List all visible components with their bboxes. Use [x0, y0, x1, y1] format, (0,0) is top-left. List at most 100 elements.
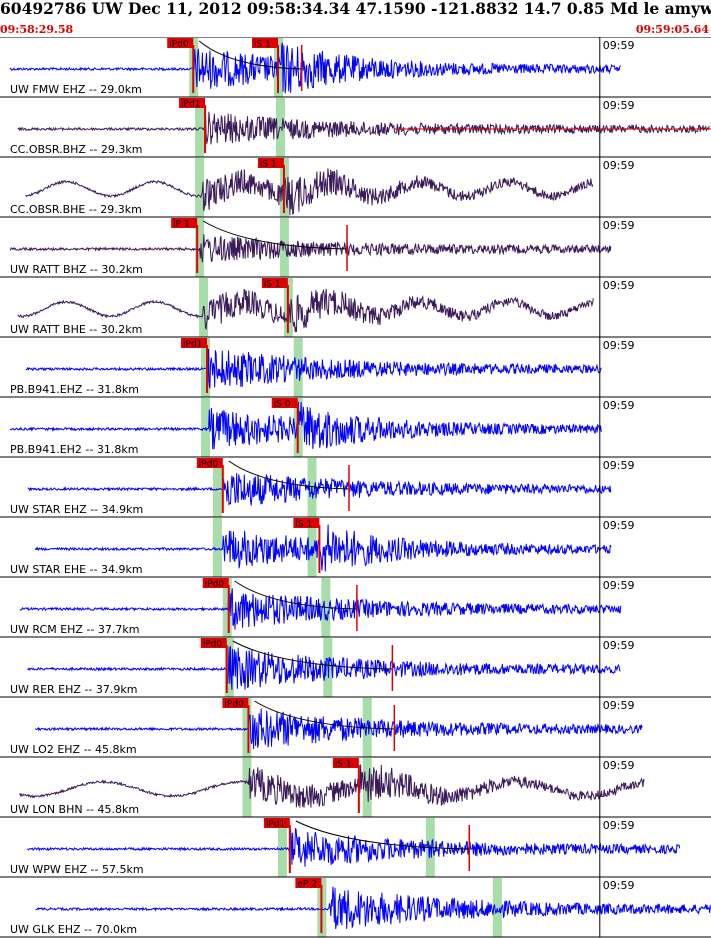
station-label: UW LON BHN -- 45.8km [10, 803, 139, 816]
time-tick-label: 09:59 [603, 819, 635, 832]
waveform-trace [25, 348, 602, 389]
analysis-window [201, 338, 211, 397]
time-tick-label: 09:59 [603, 759, 635, 772]
time-tick-label: 09:59 [603, 99, 635, 112]
analysis-window [212, 458, 222, 517]
station-label: PB.B941.EH2 -- 31.8km [10, 443, 138, 456]
pick-flag [293, 518, 320, 528]
pick-flag [295, 878, 322, 888]
pick-label: iP 1 [173, 220, 190, 230]
pick-label: iPd0 [169, 40, 189, 50]
pick-flag [332, 758, 359, 768]
pick-label: iS 1 [295, 520, 312, 530]
pick-flag [252, 38, 279, 48]
pick-flag [181, 338, 208, 348]
pick-flag [167, 38, 194, 48]
pick-flag [202, 578, 229, 588]
station-label: UW WPW EHZ -- 57.5km [10, 863, 144, 876]
pick-flag [261, 278, 288, 288]
station-label: UW LO2 EHZ -- 45.8km [10, 743, 137, 756]
station-label: UW STAR EHE -- 34.9km [10, 563, 143, 576]
time-tick-label: 09:59 [603, 639, 635, 652]
pick-label: iPd1 [266, 820, 285, 830]
analysis-window [222, 578, 232, 637]
pick-flag [196, 458, 223, 468]
station-label: UW RCM EHZ -- 37.7km [10, 623, 139, 636]
analysis-window [492, 878, 502, 937]
waveform-trace [9, 42, 621, 94]
waveform-trace [27, 827, 681, 869]
waveform-trace [19, 588, 622, 630]
pick-flag [171, 218, 198, 228]
station-label: UW RATT BHE -- 30.2km [10, 323, 142, 336]
pick-label: iPd0 [203, 640, 223, 650]
station-label: UW RER EHZ -- 37.9km [10, 683, 137, 696]
coda-curve [202, 220, 348, 250]
waveform-trace [9, 234, 612, 263]
end-time-label: 09:59:05.64 [635, 23, 709, 36]
pick-flag [271, 398, 298, 408]
analysis-window [242, 758, 252, 817]
waveform-trace [35, 886, 711, 929]
waveform-trace [9, 401, 602, 450]
pick-label: eP 2 [297, 880, 317, 890]
coda-curve [228, 460, 350, 490]
analysis-window [277, 818, 287, 877]
waveform-trace [35, 524, 612, 572]
pick-label: iS 1 [254, 40, 271, 50]
seismogram-plot: iPd0 iS 1 UW FMW EHZ -- 29.0km 09:59 iPd1 CC.… [0, 37, 711, 938]
start-time-label: 09:58:29.58 [0, 23, 74, 36]
time-tick-label: 09:59 [603, 399, 635, 412]
pick-label: iS 1 [260, 160, 277, 170]
analysis-window [212, 518, 222, 577]
time-tick-label: 09:59 [603, 159, 635, 172]
time-tick-label: 09:59 [603, 519, 635, 532]
station-label: UW RATT BHZ -- 30.2km [10, 263, 143, 276]
pick-label: iPd0 [224, 700, 244, 710]
pick-label: iPd1 [181, 100, 200, 110]
waveform-trace [35, 708, 643, 750]
analysis-window [195, 218, 205, 277]
station-label: CC.OBSR.BHE -- 29.3km [10, 203, 142, 216]
coda-curve [254, 700, 395, 730]
station-label: UW GLK EHZ -- 70.0km [10, 923, 137, 936]
pick-label: iS 0 [274, 400, 291, 410]
pick-label: iPd0 [205, 580, 225, 590]
pick-label: iPd0 [199, 460, 219, 470]
pick-label: iS 1 [264, 280, 281, 290]
time-tick-label: 09:59 [603, 879, 635, 892]
pick-flag [200, 638, 227, 648]
pick-flag [263, 818, 290, 828]
coda-curve [232, 640, 393, 670]
waveform-trace [17, 288, 594, 333]
waveform-trace [27, 646, 621, 690]
time-tick-label: 09:59 [603, 279, 635, 292]
waveform-trace [25, 168, 594, 216]
waveform-trace [27, 473, 612, 506]
event-title: 60492786 UW Dec 11, 2012 09:58:34.34 47.… [0, 0, 711, 18]
station-label: UW FMW EHZ -- 29.0km [10, 83, 142, 96]
pick-flag [222, 698, 249, 708]
station-label: CC.OBSR.BHZ -- 29.3km [10, 143, 142, 156]
analysis-window [242, 698, 252, 757]
station-label: UW STAR EHZ -- 34.9km [10, 503, 143, 516]
time-tick-label: 09:59 [603, 339, 635, 352]
coda-curve [295, 820, 470, 850]
record-header: 60492786 UW Dec 11, 2012 09:58:34.34 47.… [0, 0, 711, 37]
waveform-trace [19, 764, 645, 808]
coda-curve [198, 40, 302, 70]
waveform-trace [17, 111, 710, 145]
time-tick-label: 09:59 [603, 699, 635, 712]
analysis-window [279, 218, 289, 277]
pick-flag [257, 158, 284, 168]
pick-flag [179, 98, 206, 108]
pick-label: iS 1 [335, 760, 352, 770]
analysis-window [195, 158, 205, 217]
time-tick-label: 09:59 [603, 39, 635, 52]
pick-label: iPd1 [183, 340, 202, 350]
station-label: PB.B941.EHZ -- 31.8km [10, 383, 139, 396]
time-tick-label: 09:59 [603, 459, 635, 472]
time-tick-label: 09:59 [603, 219, 635, 232]
coda-curve [234, 580, 357, 610]
time-tick-label: 09:59 [603, 579, 635, 592]
